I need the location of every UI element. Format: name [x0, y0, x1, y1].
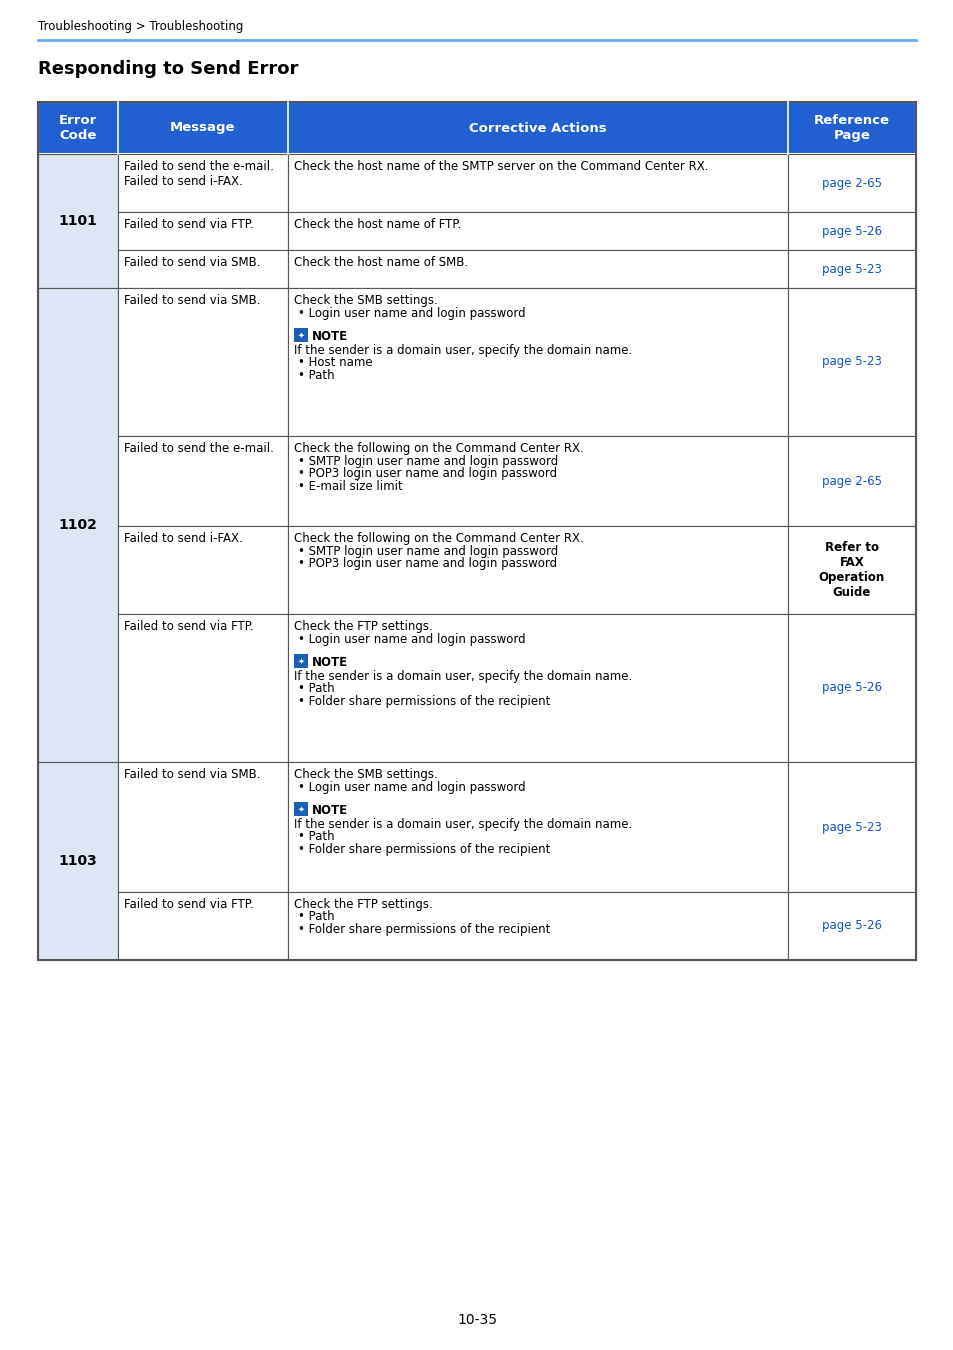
Text: page 2-65: page 2-65: [821, 474, 882, 487]
Text: page 5-23: page 5-23: [821, 821, 881, 833]
Text: • Folder share permissions of the recipient: • Folder share permissions of the recipi…: [297, 842, 550, 856]
Bar: [118, 250, 288, 288]
Text: Responding to Send Error: Responding to Send Error: [38, 59, 298, 78]
Text: Check the SMB settings.: Check the SMB settings.: [294, 294, 437, 306]
Text: Reference
Page: Reference Page: [813, 113, 889, 142]
Text: Failed to send via FTP.: Failed to send via FTP.: [124, 620, 253, 633]
Bar: [38, 761, 118, 960]
Text: NOTE: NOTE: [312, 656, 348, 670]
Bar: [288, 212, 787, 250]
Text: Error
Code: Error Code: [59, 113, 97, 142]
Text: Check the SMB settings.: Check the SMB settings.: [294, 768, 437, 782]
Bar: [294, 328, 308, 342]
Text: • SMTP login user name and login password: • SMTP login user name and login passwor…: [297, 544, 558, 558]
Text: • Login user name and login password: • Login user name and login password: [297, 633, 525, 645]
Text: • Login user name and login password: • Login user name and login password: [297, 306, 525, 320]
Text: page 5-26: page 5-26: [821, 919, 882, 933]
Text: Failed to send via SMB.: Failed to send via SMB.: [124, 294, 260, 306]
Bar: [288, 436, 787, 526]
Text: Check the host name of SMB.: Check the host name of SMB.: [294, 256, 468, 269]
Bar: [118, 212, 288, 250]
Text: • Path: • Path: [297, 369, 335, 382]
Text: 1102: 1102: [58, 518, 97, 532]
Bar: [787, 212, 915, 250]
Text: Check the FTP settings.: Check the FTP settings.: [294, 620, 433, 633]
Text: Failed to send via FTP.: Failed to send via FTP.: [124, 217, 253, 231]
Text: • POP3 login user name and login password: • POP3 login user name and login passwor…: [297, 558, 557, 570]
Bar: [787, 614, 915, 761]
Text: NOTE: NOTE: [312, 329, 348, 343]
Bar: [288, 892, 787, 960]
Text: Refer to
FAX
Operation
Guide: Refer to FAX Operation Guide: [818, 541, 884, 599]
Text: ✦: ✦: [297, 656, 304, 666]
Text: • E-mail size limit: • E-mail size limit: [297, 479, 402, 493]
Text: If the sender is a domain user, specify the domain name.: If the sender is a domain user, specify …: [294, 818, 632, 832]
Bar: [288, 250, 787, 288]
Text: • Folder share permissions of the recipient: • Folder share permissions of the recipi…: [297, 695, 550, 707]
Bar: [787, 526, 915, 614]
Text: Check the following on the Command Center RX.: Check the following on the Command Cente…: [294, 441, 583, 455]
Text: page 5-26: page 5-26: [821, 682, 882, 694]
Text: Failed to send via SMB.: Failed to send via SMB.: [124, 256, 260, 269]
Text: 1101: 1101: [58, 215, 97, 228]
Text: page 5-23: page 5-23: [821, 262, 881, 275]
Bar: [118, 761, 288, 892]
Bar: [294, 802, 308, 815]
Text: If the sender is a domain user, specify the domain name.: If the sender is a domain user, specify …: [294, 670, 632, 683]
Text: Failed to send the e-mail.
Failed to send i-FAX.: Failed to send the e-mail. Failed to sen…: [124, 161, 274, 188]
Text: • Path: • Path: [297, 683, 335, 695]
Text: • SMTP login user name and login password: • SMTP login user name and login passwor…: [297, 455, 558, 467]
Text: ✦: ✦: [297, 805, 304, 814]
Text: page 2-65: page 2-65: [821, 177, 882, 189]
Text: • POP3 login user name and login password: • POP3 login user name and login passwor…: [297, 467, 557, 481]
Bar: [288, 154, 787, 212]
Text: Message: Message: [170, 122, 235, 135]
Text: Corrective Actions: Corrective Actions: [469, 122, 606, 135]
Text: Failed to send via SMB.: Failed to send via SMB.: [124, 768, 260, 782]
Bar: [294, 653, 308, 668]
Text: page 5-26: page 5-26: [821, 224, 882, 238]
Text: Check the following on the Command Center RX.: Check the following on the Command Cente…: [294, 532, 583, 545]
Text: Failed to send via FTP.: Failed to send via FTP.: [124, 898, 253, 911]
Bar: [787, 892, 915, 960]
Bar: [118, 154, 288, 212]
Text: • Path: • Path: [297, 910, 335, 923]
Bar: [118, 436, 288, 526]
Bar: [787, 288, 915, 436]
Text: page 5-23: page 5-23: [821, 355, 881, 369]
Bar: [787, 761, 915, 892]
Bar: [288, 614, 787, 761]
Bar: [787, 436, 915, 526]
Bar: [118, 614, 288, 761]
Bar: [38, 288, 118, 761]
Bar: [288, 761, 787, 892]
Text: 10-35: 10-35: [456, 1314, 497, 1327]
Bar: [38, 103, 915, 154]
Text: NOTE: NOTE: [312, 805, 348, 817]
Text: If the sender is a domain user, specify the domain name.: If the sender is a domain user, specify …: [294, 344, 632, 356]
Bar: [288, 288, 787, 436]
Bar: [787, 250, 915, 288]
Text: • Folder share permissions of the recipient: • Folder share permissions of the recipi…: [297, 923, 550, 936]
Bar: [38, 103, 915, 960]
Text: Failed to send the e-mail.: Failed to send the e-mail.: [124, 441, 274, 455]
Text: Failed to send i-FAX.: Failed to send i-FAX.: [124, 532, 242, 545]
Bar: [118, 288, 288, 436]
Bar: [787, 154, 915, 212]
Text: Check the host name of the SMTP server on the Command Center RX.: Check the host name of the SMTP server o…: [294, 161, 708, 173]
Text: 1103: 1103: [58, 855, 97, 868]
Bar: [288, 526, 787, 614]
Text: • Path: • Path: [297, 830, 335, 844]
Bar: [38, 154, 118, 288]
Text: • Login user name and login password: • Login user name and login password: [297, 780, 525, 794]
Bar: [118, 892, 288, 960]
Text: Check the FTP settings.: Check the FTP settings.: [294, 898, 433, 911]
Text: Check the host name of FTP.: Check the host name of FTP.: [294, 217, 460, 231]
Text: Troubleshooting > Troubleshooting: Troubleshooting > Troubleshooting: [38, 20, 243, 32]
Bar: [118, 526, 288, 614]
Text: • Host name: • Host name: [297, 356, 373, 370]
Text: ✦: ✦: [297, 331, 304, 339]
